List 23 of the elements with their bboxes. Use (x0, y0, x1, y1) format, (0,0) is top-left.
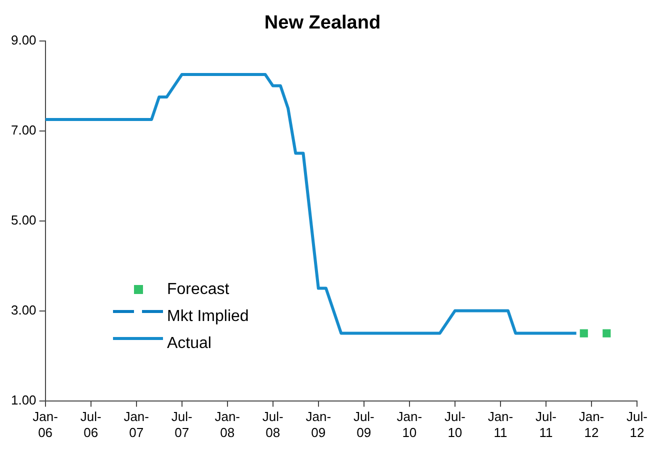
x-tick-label: Jul- 08 (262, 409, 284, 440)
y-tick-label: 5.00 (10, 212, 36, 228)
x-tick-label: Jul- 12 (626, 409, 648, 440)
x-tick-label: Jan- 11 (488, 409, 514, 440)
legend-label: Actual (167, 334, 212, 352)
y-tick-label: 7.00 (10, 122, 36, 138)
x-tick-label: Jan- 06 (32, 409, 58, 440)
x-tick-label: Jan- 12 (578, 409, 604, 440)
x-tick-label: Jul- 11 (535, 409, 556, 440)
x-tick-label: Jul- 09 (353, 409, 374, 440)
legend-label: Mkt Implied (167, 308, 249, 326)
chart-title: New Zealand (264, 12, 381, 34)
y-tick-label: 9.00 (10, 32, 36, 48)
x-tick-label: Jan- 08 (214, 409, 240, 440)
y-tick-label: 3.00 (10, 302, 36, 318)
x-tick-label: Jul- 07 (171, 409, 192, 440)
y-tick-label: 1.00 (10, 392, 36, 408)
x-tick-label: Jan- 07 (124, 409, 149, 440)
x-tick-label: Jul- 06 (80, 409, 102, 440)
x-tick-label: Jan- 09 (306, 409, 332, 440)
legend-label: Forecast (167, 280, 230, 298)
x-tick-label: Jul- 10 (444, 409, 466, 440)
x-tick-label: Jan- 10 (396, 409, 422, 440)
